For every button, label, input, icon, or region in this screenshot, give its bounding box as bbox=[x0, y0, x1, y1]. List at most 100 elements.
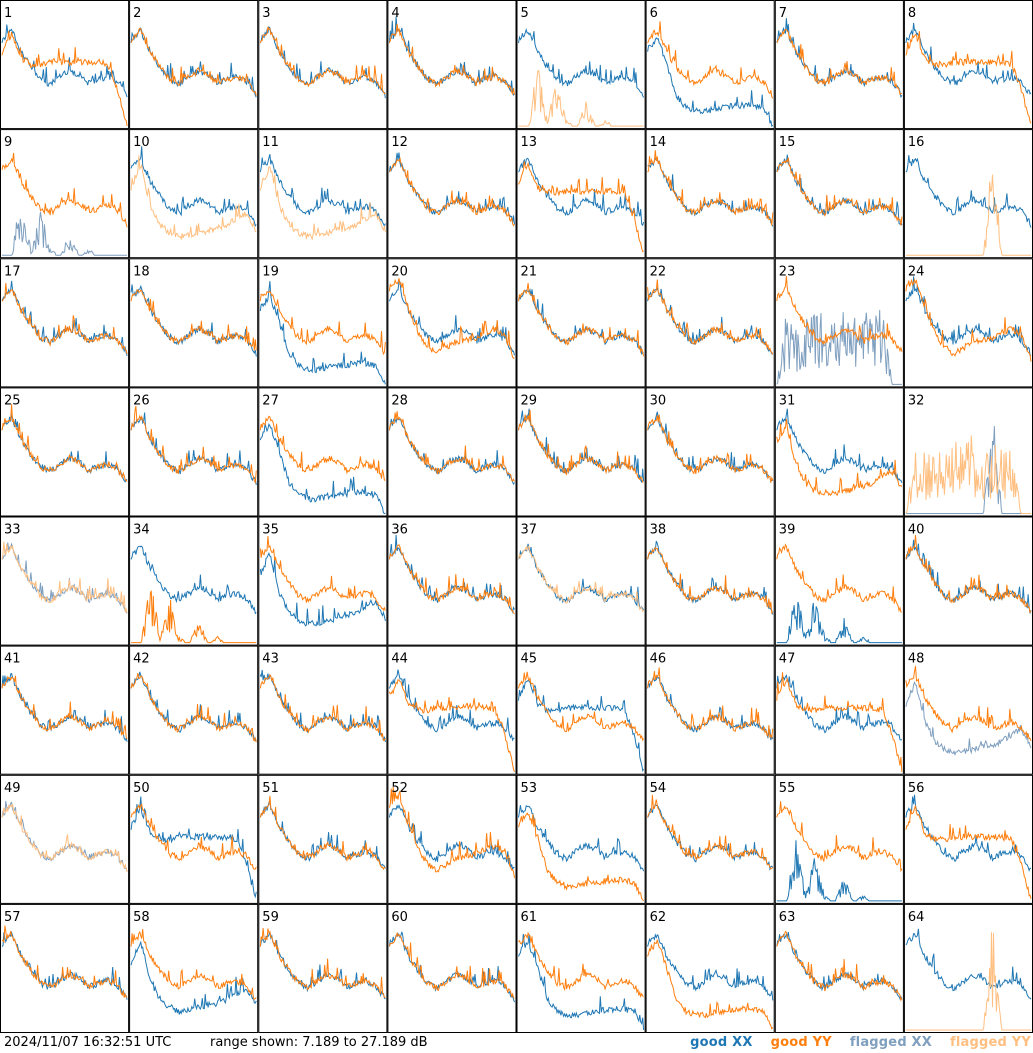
series-xx bbox=[905, 426, 1031, 514]
panel-15: 15 bbox=[774, 129, 904, 259]
panel-label: 26 bbox=[133, 393, 150, 408]
series-yy bbox=[905, 435, 1031, 514]
series-yy bbox=[518, 931, 644, 998]
panel-62: 62 bbox=[645, 903, 775, 1033]
panel-40: 40 bbox=[903, 516, 1033, 646]
panel-frame bbox=[258, 129, 388, 259]
legend-flagged-yy: flagged YY bbox=[950, 1035, 1031, 1050]
series-xx bbox=[259, 281, 386, 385]
panel-label: 31 bbox=[779, 393, 796, 408]
series-xx bbox=[1, 414, 128, 483]
panel-label: 54 bbox=[650, 781, 667, 796]
series-xx bbox=[130, 796, 257, 899]
series-xx bbox=[647, 803, 774, 871]
panel-label: 47 bbox=[779, 652, 796, 667]
panel-frame bbox=[0, 258, 130, 388]
panel-frame bbox=[387, 903, 517, 1033]
series-yy bbox=[388, 156, 515, 227]
panel-frame bbox=[516, 387, 646, 517]
series-xx bbox=[388, 16, 515, 96]
series-yy bbox=[388, 931, 515, 999]
panel-label: 62 bbox=[650, 910, 667, 925]
series-xx bbox=[130, 27, 257, 98]
panel-label: 50 bbox=[133, 781, 150, 796]
panel-5: 5 bbox=[516, 0, 646, 130]
series-yy bbox=[776, 157, 903, 226]
series-yy bbox=[1, 803, 128, 873]
panel-frame bbox=[129, 129, 259, 259]
series-yy bbox=[259, 290, 386, 356]
panel-label: 44 bbox=[391, 652, 408, 667]
series-yy bbox=[647, 279, 774, 355]
panel-41: 41 bbox=[0, 645, 130, 775]
panel-label: 64 bbox=[908, 910, 925, 925]
series-xx bbox=[388, 281, 515, 356]
panel-63: 63 bbox=[774, 903, 904, 1033]
panel-30: 30 bbox=[645, 387, 775, 517]
series-xx bbox=[388, 669, 515, 742]
panel-34: 34 bbox=[129, 516, 259, 646]
panel-59: 59 bbox=[258, 903, 388, 1033]
series-yy bbox=[776, 28, 903, 96]
series-yy bbox=[518, 671, 645, 742]
panel-3: 3 bbox=[258, 0, 388, 130]
series-yy bbox=[647, 21, 774, 99]
series-xx bbox=[259, 669, 386, 743]
panel-46: 46 bbox=[645, 645, 775, 775]
series-xx bbox=[905, 154, 1032, 228]
panel-33: 33 bbox=[0, 516, 130, 646]
panel-frame bbox=[387, 387, 517, 517]
series-xx bbox=[130, 671, 257, 742]
panel-61: 61 bbox=[516, 903, 646, 1033]
panel-frame bbox=[258, 516, 388, 646]
panel-16: 16 bbox=[903, 129, 1033, 259]
series-yy bbox=[130, 803, 257, 870]
panel-label: 24 bbox=[908, 264, 925, 279]
panel-58: 58 bbox=[129, 903, 259, 1033]
panel-frame bbox=[645, 516, 775, 646]
legend-flagged-xx: flagged XX bbox=[849, 1035, 933, 1050]
series-xx bbox=[259, 26, 386, 99]
panel-label: 42 bbox=[133, 652, 150, 667]
panel-32: 32 bbox=[903, 387, 1033, 517]
panel-frame bbox=[645, 129, 775, 259]
panel-31: 31 bbox=[774, 387, 904, 517]
panel-label: 2 bbox=[133, 6, 141, 21]
series-xx bbox=[518, 804, 645, 872]
panel-label: 33 bbox=[4, 523, 21, 538]
series-yy bbox=[1, 541, 128, 614]
panel-frame bbox=[516, 129, 646, 259]
series-xx bbox=[776, 408, 903, 483]
series-yy bbox=[905, 535, 1032, 614]
series-xx bbox=[130, 284, 257, 357]
panel-47: 47 bbox=[774, 645, 904, 775]
panel-frame bbox=[258, 903, 388, 1033]
panel-label: 7 bbox=[779, 6, 787, 21]
series-yy bbox=[647, 150, 774, 226]
series-xx bbox=[905, 928, 1032, 1000]
series-yy bbox=[1, 282, 128, 355]
panel-frame bbox=[645, 903, 775, 1033]
panel-50: 50 bbox=[129, 774, 259, 904]
panel-frame bbox=[0, 774, 130, 904]
footer: 2024/11/07 16:32:51 UTC range shown: 7.1… bbox=[0, 1033, 1033, 1053]
panel-28: 28 bbox=[387, 387, 517, 517]
timestamp: 2024/11/07 16:32:51 UTC bbox=[4, 1035, 172, 1050]
panel-44: 44 bbox=[387, 645, 517, 775]
panel-label: 41 bbox=[4, 652, 21, 667]
panel-label: 34 bbox=[133, 523, 150, 538]
panel-22: 22 bbox=[645, 258, 775, 388]
panel-label: 8 bbox=[908, 6, 916, 21]
panel-43: 43 bbox=[258, 645, 388, 775]
panel-frame bbox=[774, 129, 904, 259]
series-yy bbox=[905, 174, 1031, 256]
series-yy bbox=[388, 786, 515, 879]
panel-label: 55 bbox=[779, 781, 796, 796]
series-xx bbox=[518, 679, 645, 773]
panel-frame bbox=[0, 516, 130, 646]
panel-frame bbox=[645, 0, 775, 130]
panel-label: 56 bbox=[908, 781, 925, 796]
series-yy bbox=[259, 536, 386, 612]
panel-frame bbox=[516, 774, 646, 904]
series-xx bbox=[776, 601, 902, 644]
